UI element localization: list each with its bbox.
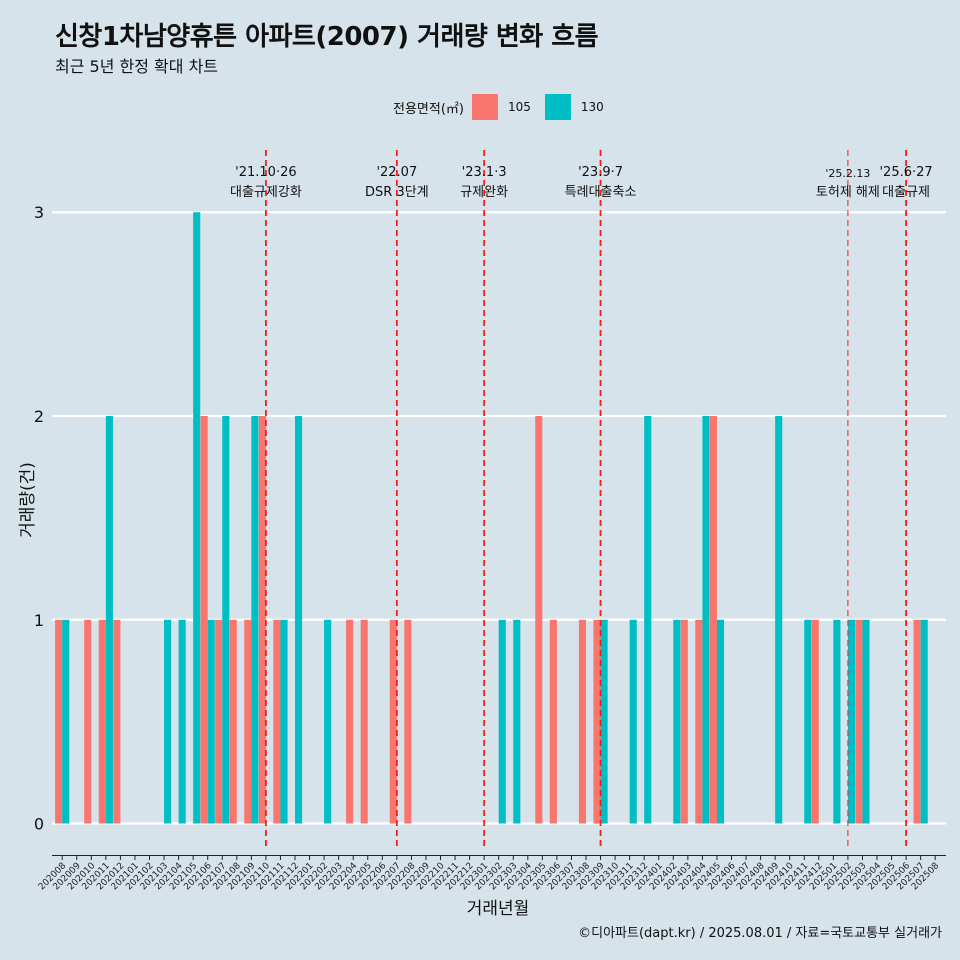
- bar-105-202404: [695, 619, 703, 824]
- bar-105-202309: [593, 619, 601, 824]
- bar-105-202405: [709, 415, 717, 824]
- event-date-label: '23.1·3: [462, 165, 507, 180]
- bar-105-202308: [578, 619, 586, 824]
- bar-130-202501: [833, 619, 841, 824]
- bar-105-202205: [360, 619, 368, 824]
- y-tick-label: 3: [34, 203, 44, 222]
- bar-130-202507: [920, 619, 928, 824]
- bar-130-202409: [775, 415, 783, 824]
- event-date-label: '23.9·7: [578, 165, 623, 180]
- bar-105-202111: [273, 619, 281, 824]
- bar-105-202305: [535, 415, 543, 824]
- y-tick-label: 1: [34, 611, 44, 630]
- legend-title: 전용면적(㎡): [393, 101, 464, 117]
- bar-130-202404: [702, 415, 710, 824]
- bar-105-202109: [244, 619, 252, 824]
- event-name-label: DSR 3단계: [365, 185, 429, 200]
- bar-130-202405: [716, 619, 725, 824]
- bar-130-202312: [644, 415, 652, 824]
- bar-130-202302: [498, 619, 506, 824]
- bar-130-202109: [251, 415, 259, 824]
- event-name-label: 대출규제강화: [230, 185, 302, 200]
- legend: 전용면적(㎡) 105 130: [393, 93, 618, 121]
- bar-130-202104: [178, 619, 186, 824]
- chart-title: 신창1차남양휴튼 아파트(2007) 거래량 변화 흐름: [55, 22, 599, 52]
- bar-130-202011: [105, 415, 113, 824]
- bar-105-202008: [55, 619, 63, 824]
- bar-105-202012: [113, 619, 121, 824]
- bar-105-202110: [258, 415, 266, 824]
- chart-caption: ©디아파트(dapt.kr) / 2025.08.01 / 자료=국토교통부 실…: [578, 926, 942, 941]
- bar-105-202503: [855, 619, 863, 824]
- legend-swatch-105: [471, 94, 498, 120]
- bar-130-202502: [847, 619, 855, 824]
- bar-105-202412: [811, 619, 819, 824]
- bar-130-202202: [324, 619, 332, 824]
- bar-130-202103: [164, 619, 172, 824]
- bar-130-202111: [280, 619, 288, 824]
- event-name-label: 특례대출축소: [565, 185, 637, 200]
- event-name-label: 토허제 해제: [816, 185, 880, 200]
- bar-105-202507: [913, 619, 921, 824]
- bar-105-202207: [389, 619, 397, 824]
- bar-105-202011: [98, 619, 106, 824]
- bar-130-202503: [862, 619, 870, 824]
- bar-105-202204: [346, 619, 354, 824]
- bar-130-202107: [222, 415, 230, 824]
- bar-105-202106: [200, 415, 208, 824]
- legend-label-105: 105: [507, 100, 531, 114]
- event-date-label: '21.10·26: [235, 165, 296, 180]
- bar-130-202105: [193, 212, 201, 824]
- bar-130-202402: [673, 619, 681, 824]
- legend-swatch-130: [544, 94, 571, 120]
- bar-105-202208: [404, 619, 412, 824]
- bar-130-202311: [629, 619, 637, 824]
- legend-label-130: 130: [580, 100, 604, 114]
- event-date-label: '22.07: [376, 165, 417, 180]
- bar-105-202306: [549, 619, 557, 824]
- bar-130-202008: [62, 619, 70, 824]
- x-axis-title: 거래년월: [467, 899, 530, 919]
- bar-130-202303: [513, 619, 521, 824]
- bar-130-202106: [207, 619, 215, 824]
- event-name-label: 규제완화: [460, 185, 508, 200]
- bar-105-202010: [84, 619, 92, 824]
- bar-130-202112: [295, 415, 303, 824]
- event-date-label: '25.6·27: [879, 165, 932, 180]
- bar-105-202108: [229, 619, 237, 824]
- y-tick-label: 2: [34, 407, 44, 426]
- y-axis-title: 거래량(건): [18, 462, 38, 538]
- y-tick-label: 0: [34, 815, 44, 834]
- bar-105-202107: [215, 619, 223, 824]
- bar-105-202403: [680, 619, 688, 824]
- bar-130-202309: [600, 619, 608, 824]
- chart-subtitle: 최근 5년 한정 확대 차트: [55, 57, 219, 76]
- bar-130-202411: [804, 619, 812, 824]
- event-name-label: 대출규제: [882, 185, 930, 200]
- event-date-label: '25.2.13: [825, 167, 870, 180]
